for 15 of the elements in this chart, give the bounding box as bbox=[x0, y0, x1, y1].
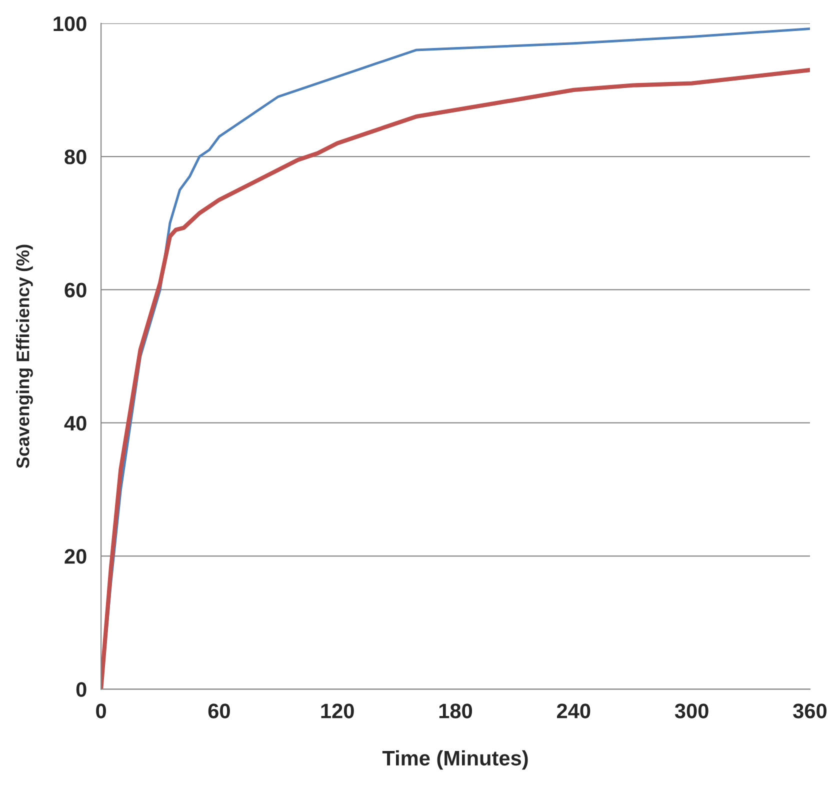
x-tick-label: 60 bbox=[208, 704, 230, 718]
x-tick-label: 240 bbox=[556, 704, 590, 718]
y-tick-label: 80 bbox=[64, 150, 86, 164]
x-tick-label: 120 bbox=[321, 704, 354, 718]
x-axis-title: Time (Minutes) bbox=[382, 750, 528, 770]
y-tick-label: 20 bbox=[64, 549, 86, 564]
y-tick-label: 0 bbox=[76, 682, 86, 697]
x-tick-label: 0 bbox=[96, 704, 106, 718]
x-tick-label: 180 bbox=[439, 704, 472, 718]
y-tick-label: 100 bbox=[54, 16, 86, 32]
y-axis-title: Scavenging Efficiency (%) bbox=[16, 244, 33, 468]
y-tick-label: 60 bbox=[64, 282, 86, 298]
y-tick-label: 40 bbox=[64, 416, 86, 431]
x-tick-label: 300 bbox=[674, 704, 708, 718]
x-tick-label: 360 bbox=[793, 704, 826, 718]
